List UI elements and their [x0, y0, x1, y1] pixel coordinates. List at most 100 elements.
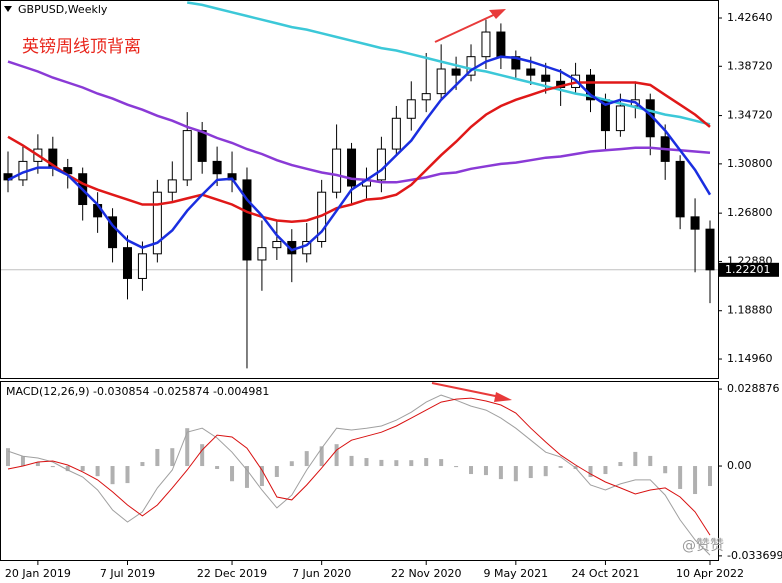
macd-histogram-bar [50, 466, 55, 468]
macd-histogram-bar [80, 466, 85, 472]
y-tick-label: 1.38720 [727, 59, 773, 72]
macd-histogram-bar [588, 466, 593, 477]
candle-body [496, 31, 506, 58]
y-tick-label: 1.26800 [727, 206, 773, 219]
candle-body [406, 99, 416, 119]
symbol-title: GBPUSD,Weekly [18, 3, 108, 16]
annotation: 英镑周线顶背离 [22, 37, 141, 57]
macd-histogram-bar [35, 462, 40, 467]
macd-histogram-bar [170, 448, 175, 467]
dropdown-icon [4, 6, 12, 12]
x-tick-label: 22 Nov 2020 [391, 567, 461, 580]
macd-line [7, 397, 711, 536]
x-tick-label: 22 Dec 2019 [197, 567, 267, 580]
divergence-arrow [434, 11, 501, 43]
macd-histogram-bar [20, 456, 25, 467]
macd-panel-frame [0, 381, 719, 561]
candle-body [675, 160, 685, 218]
macd-histogram-bar [513, 466, 518, 482]
candle-body [451, 68, 461, 76]
y-tick-label: 1.18880 [727, 304, 773, 317]
y-tick-label: -0.033699 [727, 549, 782, 562]
macd-histogram-bar [259, 466, 264, 487]
y-tick-label: 0.028876 [727, 382, 780, 395]
macd-histogram-bar [483, 466, 488, 476]
x-tick-label: 24 Oct 2021 [571, 567, 639, 580]
macd-histogram-bar [469, 466, 474, 475]
macd-histogram-bar [558, 466, 563, 468]
macd-histogram-bar [498, 466, 503, 480]
macd-histogram-bar [454, 466, 459, 468]
y-tick-label: 1.30800 [727, 157, 773, 170]
x-tick-label: 7 Jul 2019 [100, 567, 155, 580]
candle-body [242, 179, 252, 261]
macd-histogram-bar [618, 462, 623, 467]
macd-histogram-bar [633, 451, 638, 467]
candle-body [615, 105, 625, 132]
candle-body [167, 179, 177, 193]
y-tick-label: 1.14960 [727, 352, 773, 365]
macd-histogram-bar [244, 466, 249, 488]
macd-histogram-bar [215, 466, 220, 469]
y-tick-label: 0.00 [727, 459, 752, 472]
divergence-arrow [431, 382, 506, 399]
candle-body [212, 160, 222, 175]
macd-histogram-bar [394, 460, 399, 467]
candle-body [586, 74, 596, 101]
macd-histogram-bar [274, 466, 279, 477]
macd-histogram-bar [349, 455, 354, 467]
candle-body [541, 74, 551, 82]
macd-histogram-bar [439, 459, 444, 467]
macd-histogram-bar [304, 451, 309, 467]
candle-body [272, 240, 282, 249]
moving-average [187, 1, 711, 126]
candle-body [376, 148, 386, 181]
candle-body [481, 31, 491, 58]
macd-histogram-bar [379, 459, 384, 467]
candle-body [108, 216, 118, 249]
candle-body [436, 68, 446, 95]
moving-average [7, 55, 712, 252]
candle-body [332, 148, 342, 193]
macd-histogram-bar [603, 466, 608, 475]
macd-histogram-bar [319, 446, 324, 467]
candle-body [347, 148, 357, 187]
price-panel-frame [0, 0, 719, 379]
candle-body [152, 191, 162, 255]
candle-body [197, 130, 207, 162]
candle-body [391, 117, 401, 150]
macd-histogram-bar [140, 462, 145, 467]
macd-histogram-bar [708, 466, 712, 487]
macd-histogram-bar [409, 460, 414, 467]
macd-histogram-bar [289, 461, 294, 467]
moving-average [7, 60, 711, 184]
macd-histogram-bar [65, 466, 70, 472]
macd-histogram-bar [678, 466, 683, 489]
last-price-label: 1.22201 [725, 263, 771, 276]
candle-body [690, 216, 700, 230]
candle-body [137, 253, 147, 279]
candle-body [421, 93, 431, 101]
x-tick-label: 7 Jun 2020 [292, 567, 351, 580]
macd-histogram-bar [125, 466, 130, 484]
last-price-box [719, 262, 779, 277]
macd-histogram-bar [424, 458, 429, 467]
y-tick-label: 1.34720 [727, 109, 773, 122]
candle-body [122, 247, 132, 279]
candle-body [182, 130, 192, 181]
macd-title: MACD(12,26,9) -0.030854 -0.025874 -0.004… [6, 385, 269, 398]
macd-histogram-bar [155, 448, 160, 467]
macd-histogram-bar [663, 466, 668, 474]
arrow-head [494, 392, 512, 402]
macd-histogram-bar [230, 466, 235, 482]
macd-histogram-bar [543, 466, 548, 477]
macd-histogram-bar [334, 444, 339, 467]
candle-body [705, 228, 715, 271]
x-tick-label: 9 May 2021 [483, 567, 548, 580]
candle-body [257, 247, 267, 261]
y-tick-label: 1.42640 [727, 11, 773, 24]
macd-histogram-bar [185, 428, 190, 467]
macd-histogram-bar [200, 444, 205, 467]
